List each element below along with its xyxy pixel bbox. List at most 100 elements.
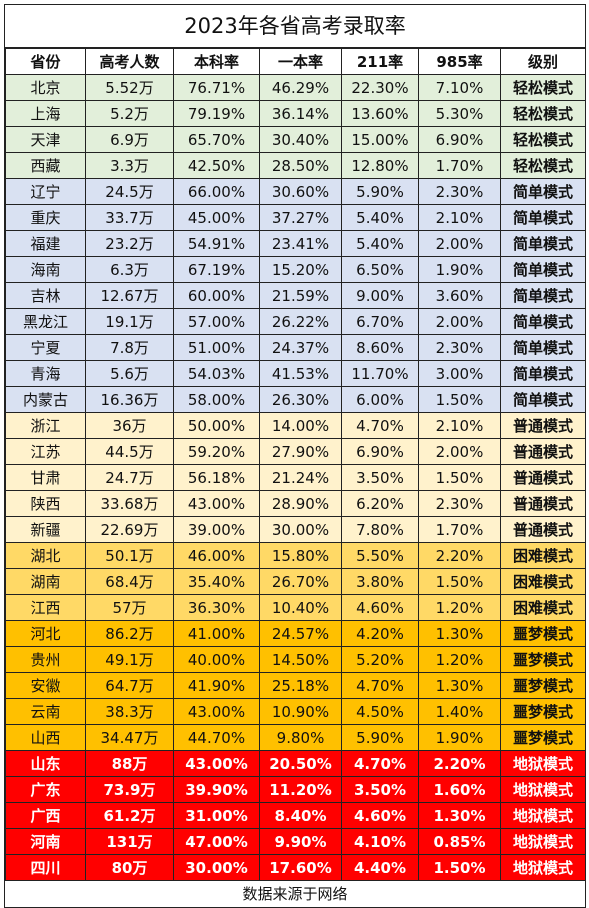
cell-exam-takers: 38.3万 <box>85 698 174 725</box>
cell-province: 河南 <box>5 828 86 855</box>
cell-211-rate: 4.70% <box>341 672 419 699</box>
cell-province: 吉林 <box>5 282 86 309</box>
table-row: 河南 131万 47.00% 9.90% 4.10% 0.85% 地狱模式 <box>5 828 586 855</box>
cell-level: 地狱模式 <box>500 828 586 855</box>
cell-tier1-rate: 27.90% <box>259 438 342 465</box>
cell-985-rate: 1.90% <box>418 724 501 751</box>
cell-province: 湖北 <box>5 542 86 569</box>
cell-211-rate: 3.80% <box>341 568 419 595</box>
cell-bachelor-rate: 59.20% <box>173 438 260 465</box>
table-row: 宁夏 7.8万 51.00% 24.37% 8.60% 2.30% 简单模式 <box>5 334 586 361</box>
table-row: 内蒙古 16.36万 58.00% 26.30% 6.00% 1.50% 简单模式 <box>5 386 586 413</box>
cell-bachelor-rate: 65.70% <box>173 126 260 153</box>
cell-211-rate: 6.50% <box>341 256 419 283</box>
cell-bachelor-rate: 67.19% <box>173 256 260 283</box>
cell-tier1-rate: 37.27% <box>259 204 342 231</box>
cell-level: 普通模式 <box>500 516 586 543</box>
cell-211-rate: 11.70% <box>341 360 419 387</box>
cell-985-rate: 2.20% <box>418 750 501 777</box>
table-row: 青海 5.6万 54.03% 41.53% 11.70% 3.00% 简单模式 <box>5 360 586 387</box>
table-row: 湖南 68.4万 35.40% 26.70% 3.80% 1.50% 困难模式 <box>5 568 586 595</box>
cell-level: 噩梦模式 <box>500 672 586 699</box>
cell-exam-takers: 6.3万 <box>85 256 174 283</box>
cell-tier1-rate: 9.90% <box>259 828 342 855</box>
cell-bachelor-rate: 44.70% <box>173 724 260 751</box>
cell-211-rate: 9.00% <box>341 282 419 309</box>
cell-211-rate: 12.80% <box>341 152 419 179</box>
cell-985-rate: 2.20% <box>418 542 501 569</box>
cell-985-rate: 3.00% <box>418 360 501 387</box>
header-985-rate: 985率 <box>418 48 501 75</box>
header-211-rate: 211率 <box>341 48 419 75</box>
cell-bachelor-rate: 54.91% <box>173 230 260 257</box>
cell-985-rate: 1.50% <box>418 854 501 881</box>
cell-211-rate: 4.60% <box>341 594 419 621</box>
cell-tier1-rate: 36.14% <box>259 100 342 127</box>
cell-211-rate: 7.80% <box>341 516 419 543</box>
cell-bachelor-rate: 43.00% <box>173 750 260 777</box>
cell-province: 青海 <box>5 360 86 387</box>
cell-bachelor-rate: 39.00% <box>173 516 260 543</box>
cell-211-rate: 5.90% <box>341 178 419 205</box>
cell-exam-takers: 73.9万 <box>85 776 174 803</box>
cell-tier1-rate: 15.20% <box>259 256 342 283</box>
admission-rate-table: 省份 高考人数 本科率 一本率 211率 985率 级别 北京 5.52万 76.7… <box>5 48 586 881</box>
cell-level: 简单模式 <box>500 230 586 257</box>
cell-tier1-rate: 14.00% <box>259 412 342 439</box>
cell-province: 广西 <box>5 802 86 829</box>
cell-exam-takers: 68.4万 <box>85 568 174 595</box>
table-row: 海南 6.3万 67.19% 15.20% 6.50% 1.90% 简单模式 <box>5 256 586 283</box>
cell-province: 四川 <box>5 854 86 881</box>
cell-exam-takers: 12.67万 <box>85 282 174 309</box>
cell-exam-takers: 7.8万 <box>85 334 174 361</box>
cell-province: 海南 <box>5 256 86 283</box>
cell-exam-takers: 33.68万 <box>85 490 174 517</box>
cell-211-rate: 6.00% <box>341 386 419 413</box>
cell-bachelor-rate: 50.00% <box>173 412 260 439</box>
table-row: 江西 57万 36.30% 10.40% 4.60% 1.20% 困难模式 <box>5 594 586 621</box>
cell-level: 困难模式 <box>500 542 586 569</box>
cell-bachelor-rate: 46.00% <box>173 542 260 569</box>
cell-211-rate: 6.20% <box>341 490 419 517</box>
cell-tier1-rate: 24.37% <box>259 334 342 361</box>
cell-level: 普通模式 <box>500 490 586 517</box>
cell-985-rate: 1.60% <box>418 776 501 803</box>
cell-tier1-rate: 28.90% <box>259 490 342 517</box>
cell-985-rate: 1.90% <box>418 256 501 283</box>
cell-exam-takers: 22.69万 <box>85 516 174 543</box>
cell-985-rate: 1.30% <box>418 672 501 699</box>
cell-level: 普通模式 <box>500 438 586 465</box>
cell-tier1-rate: 26.70% <box>259 568 342 595</box>
cell-bachelor-rate: 41.00% <box>173 620 260 647</box>
table-row: 广东 73.9万 39.90% 11.20% 3.50% 1.60% 地狱模式 <box>5 776 586 803</box>
cell-level: 轻松模式 <box>500 152 586 179</box>
cell-exam-takers: 64.7万 <box>85 672 174 699</box>
cell-exam-takers: 49.1万 <box>85 646 174 673</box>
cell-level: 普通模式 <box>500 464 586 491</box>
cell-level: 简单模式 <box>500 282 586 309</box>
cell-province: 天津 <box>5 126 86 153</box>
table-row: 四川 80万 30.00% 17.60% 4.40% 1.50% 地狱模式 <box>5 854 586 881</box>
cell-tier1-rate: 21.24% <box>259 464 342 491</box>
cell-bachelor-rate: 51.00% <box>173 334 260 361</box>
cell-province: 贵州 <box>5 646 86 673</box>
cell-985-rate: 1.20% <box>418 594 501 621</box>
cell-province: 重庆 <box>5 204 86 231</box>
cell-level: 简单模式 <box>500 334 586 361</box>
cell-tier1-rate: 23.41% <box>259 230 342 257</box>
cell-exam-takers: 34.47万 <box>85 724 174 751</box>
cell-province: 湖南 <box>5 568 86 595</box>
cell-exam-takers: 50.1万 <box>85 542 174 569</box>
cell-985-rate: 2.00% <box>418 438 501 465</box>
cell-level: 简单模式 <box>500 204 586 231</box>
cell-bachelor-rate: 42.50% <box>173 152 260 179</box>
cell-tier1-rate: 24.57% <box>259 620 342 647</box>
cell-level: 噩梦模式 <box>500 646 586 673</box>
cell-211-rate: 4.70% <box>341 750 419 777</box>
cell-province: 西藏 <box>5 152 86 179</box>
cell-211-rate: 5.40% <box>341 230 419 257</box>
cell-province: 河北 <box>5 620 86 647</box>
cell-211-rate: 4.50% <box>341 698 419 725</box>
cell-211-rate: 4.10% <box>341 828 419 855</box>
cell-bachelor-rate: 40.00% <box>173 646 260 673</box>
